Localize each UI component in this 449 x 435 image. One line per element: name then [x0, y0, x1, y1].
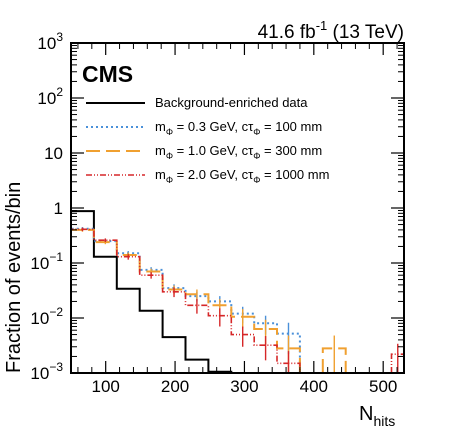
legend-label: Background-enriched data: [155, 95, 308, 110]
lumi-energy: (13 TeV): [327, 22, 404, 43]
x-tick-label: 100: [92, 377, 120, 396]
y-tick-label: 102: [37, 85, 63, 108]
y-axis-title: Fraction of events/bin: [3, 182, 25, 373]
x-tick-label: 400: [300, 377, 328, 396]
y-tick-label: 103: [37, 30, 63, 53]
x-tick-label: 300: [230, 377, 258, 396]
series-step-line: [70, 210, 255, 374]
x-axis-title-main: N: [359, 403, 373, 425]
legend: Background-enriched data mΦ = 0.3 GeV, cτ…: [86, 95, 329, 185]
luminosity-label: 41.6 fb-1 (13 TeV): [258, 18, 404, 43]
legend-label: mΦ = 1.0 GeV, cτΦ = 300 mm: [155, 143, 322, 161]
x-axis-title: Nhits: [359, 403, 395, 429]
plot-frame: [70, 42, 405, 374]
series-2: [70, 228, 347, 373]
series-layer: [70, 210, 405, 374]
series-step-line: [70, 228, 347, 373]
y-tick-label: 10−1: [30, 250, 63, 273]
lumi-exponent: -1: [316, 18, 328, 33]
x-axis-title-sub: hits: [373, 413, 395, 429]
x-tick-label: 200: [161, 377, 189, 396]
series-3: [70, 227, 405, 373]
y-tick-label: 1: [54, 199, 63, 218]
y-tick-label: 10−2: [30, 305, 63, 328]
y-tick-label: 10: [44, 144, 63, 163]
y-tick-label: 10−3: [30, 360, 63, 383]
legend-label: mΦ = 0.3 GeV, cτΦ = 100 mm: [155, 119, 322, 137]
legend-label: mΦ = 2.0 GeV, cτΦ = 1000 mm: [155, 167, 329, 185]
lumi-value: 41.6 fb: [258, 22, 316, 43]
series-0: [70, 210, 255, 374]
series-step-line: [70, 228, 405, 373]
x-tick-label: 500: [369, 377, 397, 396]
cms-label: CMS: [82, 61, 133, 87]
